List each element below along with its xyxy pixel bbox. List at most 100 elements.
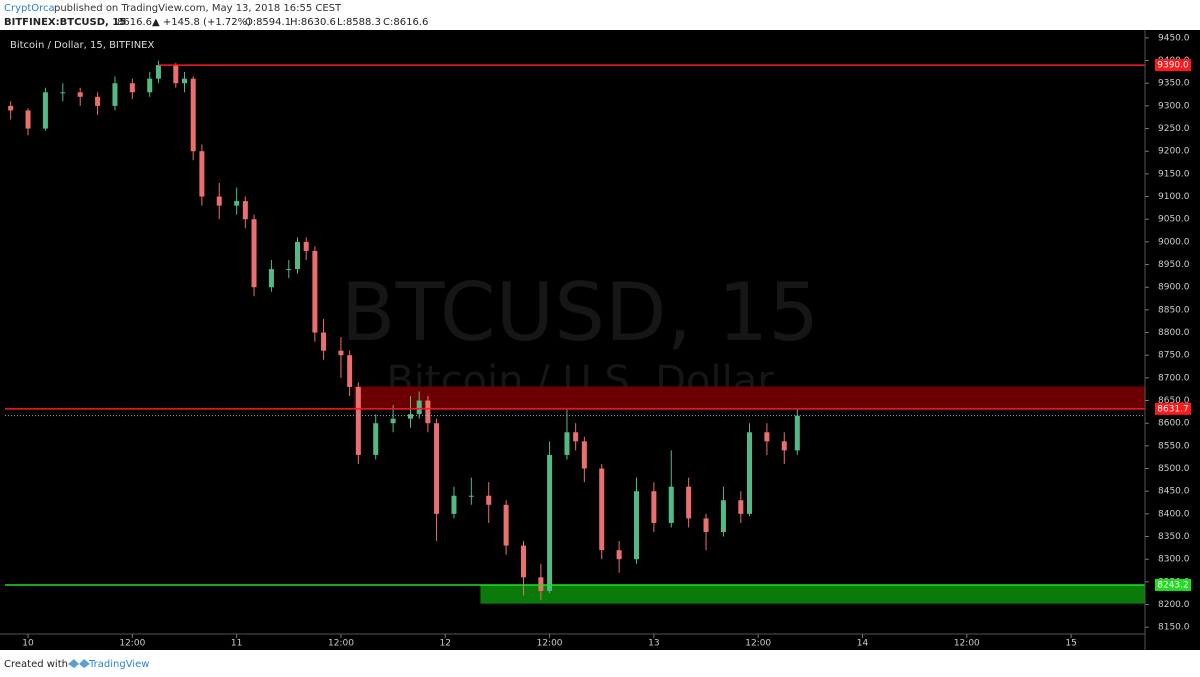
candle-body [234, 201, 240, 206]
y-tick-label: 8350.0 [1158, 532, 1190, 542]
y-tick-label: 8750.0 [1158, 351, 1190, 361]
candle-body [77, 92, 83, 97]
y-tick-label: 8450.0 [1158, 487, 1190, 497]
candle-body [242, 201, 248, 220]
x-tick-label: 12:00 [119, 639, 145, 649]
level-label: 9390.0 [1157, 61, 1189, 71]
candle-body [373, 423, 379, 455]
candle-body [112, 83, 118, 106]
candle-body [738, 500, 744, 514]
candle-body [268, 269, 274, 288]
x-tick-label: 13 [648, 639, 659, 649]
candle-body [781, 441, 787, 451]
close-price: C:8616.6 [383, 17, 428, 28]
candle-body [312, 250, 318, 333]
y-tick-label: 8900.0 [1158, 283, 1190, 293]
y-tick-label: 8300.0 [1158, 555, 1190, 565]
high-price: H:8630.6 [290, 17, 336, 28]
x-tick-label: 12:00 [954, 639, 980, 649]
candle-body [407, 414, 413, 419]
tradingview-logo [68, 659, 90, 668]
symbol: BITFINEX:BTCUSD, 15 [4, 17, 126, 28]
x-tick-label: 12:00 [745, 639, 771, 649]
open-price: O:8594.1 [245, 17, 291, 28]
y-tick-label: 8650.0 [1158, 396, 1190, 406]
candle-body [651, 491, 657, 523]
candle-body [564, 432, 570, 455]
zone [354, 386, 1146, 410]
x-tick-label: 10 [22, 639, 34, 649]
y-tick-label: 9000.0 [1158, 237, 1190, 247]
candle-body [321, 332, 327, 351]
candle-body [216, 196, 222, 206]
y-tick-label: 8800.0 [1158, 328, 1190, 338]
candle-body [42, 92, 48, 129]
x-tick-label: 12:00 [328, 639, 354, 649]
publisher[interactable]: CryptOrca [4, 3, 55, 14]
y-tick-label: 9200.0 [1158, 147, 1190, 157]
low-price: L:8588.3 [337, 17, 381, 28]
y-tick-label: 9350.0 [1158, 79, 1190, 89]
candle-body [173, 65, 179, 84]
y-tick-label: 8700.0 [1158, 373, 1190, 383]
y-tick-label: 9250.0 [1158, 124, 1190, 134]
candle-body [746, 432, 752, 514]
candle-body [199, 151, 205, 197]
candle-body [390, 418, 396, 424]
candle-body [181, 78, 187, 84]
y-tick-label: 8150.0 [1158, 623, 1190, 633]
x-tick-label: 12:00 [537, 639, 563, 649]
candle-body [503, 504, 509, 546]
level-label-box [1155, 578, 1191, 591]
candle-body [520, 545, 526, 578]
candle-body [355, 386, 361, 455]
level-label: 8243.2 [1157, 580, 1189, 590]
x-tick-label: 12 [440, 639, 451, 649]
y-tick-label: 9150.0 [1158, 169, 1190, 179]
y-tick-label: 8200.0 [1158, 600, 1190, 610]
x-tick-label: 11 [231, 639, 242, 649]
y-tick-label: 8500.0 [1158, 464, 1190, 474]
tradingview-brand[interactable]: TradingView [88, 659, 149, 670]
level-label: 8631.7 [1157, 404, 1189, 414]
candle-body [425, 400, 431, 424]
x-tick-label: 15 [1065, 639, 1076, 649]
candle-body [686, 486, 692, 519]
candle-body [573, 432, 579, 442]
candle-body [794, 415, 800, 451]
y-tick-label: 9100.0 [1158, 192, 1190, 202]
candle-body [581, 441, 587, 469]
y-tick-label: 9300.0 [1158, 101, 1190, 111]
candle-body [303, 241, 309, 251]
y-tick-label: 8850.0 [1158, 305, 1190, 315]
y-tick-label: 8550.0 [1158, 441, 1190, 451]
candle-body [155, 65, 161, 79]
watermark-symbol: BTCUSD, 15 [341, 266, 820, 359]
candle-body [764, 432, 770, 442]
y-tick-label: 9450.0 [1158, 33, 1190, 43]
candle-body [434, 423, 440, 514]
candle-body [294, 241, 300, 270]
chart-title: Bitcoin / Dollar, 15, BITFINEX [10, 40, 154, 51]
candle-body [190, 78, 196, 152]
level-label-box [1155, 59, 1191, 72]
candle-body [703, 518, 709, 533]
y-tick-label: 8600.0 [1158, 419, 1190, 429]
candle-body [347, 355, 353, 387]
y-tick-label: 9050.0 [1158, 215, 1190, 225]
candle-body [251, 219, 257, 288]
candle-body [95, 96, 101, 106]
level-label-box [1155, 402, 1191, 415]
candle-body [599, 468, 605, 551]
x-tick-label: 14 [857, 639, 869, 649]
candle-body [668, 486, 674, 523]
candle-body [451, 495, 457, 514]
zone [480, 584, 1146, 604]
candle-body [338, 350, 344, 356]
created-with: Created with [4, 659, 68, 670]
candle-body [286, 269, 292, 271]
published-info: published on TradingView.com, May 13, 20… [54, 3, 342, 14]
candle-body [8, 105, 14, 111]
